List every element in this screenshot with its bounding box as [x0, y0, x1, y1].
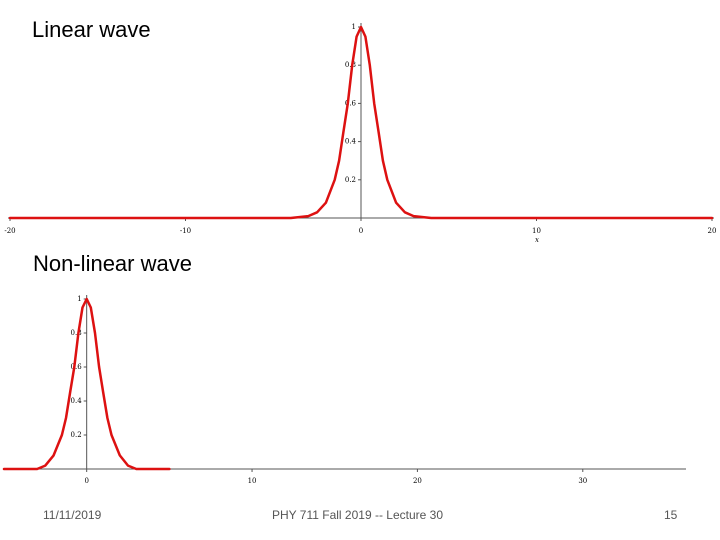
x-tick-label: 0: [359, 227, 363, 235]
x-tick-label: 20: [708, 227, 717, 235]
y-tick-label: 1: [352, 23, 356, 31]
x-tick-label: -20: [4, 227, 15, 235]
footer-date: 11/11/2019: [43, 508, 102, 522]
x-tick-label: 30: [578, 477, 587, 485]
y-tick-label: 0.6: [345, 99, 357, 107]
wave-series-line: [2, 297, 171, 471]
wave-series-line: [8, 25, 714, 220]
non-linear-wave-chart: 0 10 20 30 0.2 0.4 0.6 0.8 1: [2, 295, 686, 485]
y-tick-label: 0.4: [345, 138, 357, 146]
linear-wave-title: Linear wave: [32, 17, 151, 42]
y-tick-label: 0.2: [345, 176, 356, 184]
y-tick-label: 0.2: [71, 431, 82, 439]
y-tick-label: 0.8: [345, 61, 356, 69]
y-tick-label: 1: [77, 295, 81, 303]
x-tick-label: 0: [84, 477, 88, 485]
y-tick-label: 0.6: [71, 363, 83, 371]
footer-course: PHY 711 Fall 2019 -- Lecture 30: [272, 508, 443, 522]
linear-wave-chart: -20 -10 0 10 20 0.2 0.4 0.6 0.8 1 x: [4, 23, 717, 244]
x-tick-label: 10: [248, 477, 257, 485]
x-axis-label: x: [535, 236, 539, 244]
x-tick-label: 10: [532, 227, 541, 235]
non-linear-wave-title: Non-linear wave: [33, 251, 192, 276]
y-tick-label: 0.8: [71, 329, 82, 337]
footer-page-number: 15: [664, 508, 678, 522]
y-tick-label: 0.4: [71, 397, 83, 405]
x-tick-label: -10: [180, 227, 191, 235]
x-tick-label: 20: [413, 477, 422, 485]
